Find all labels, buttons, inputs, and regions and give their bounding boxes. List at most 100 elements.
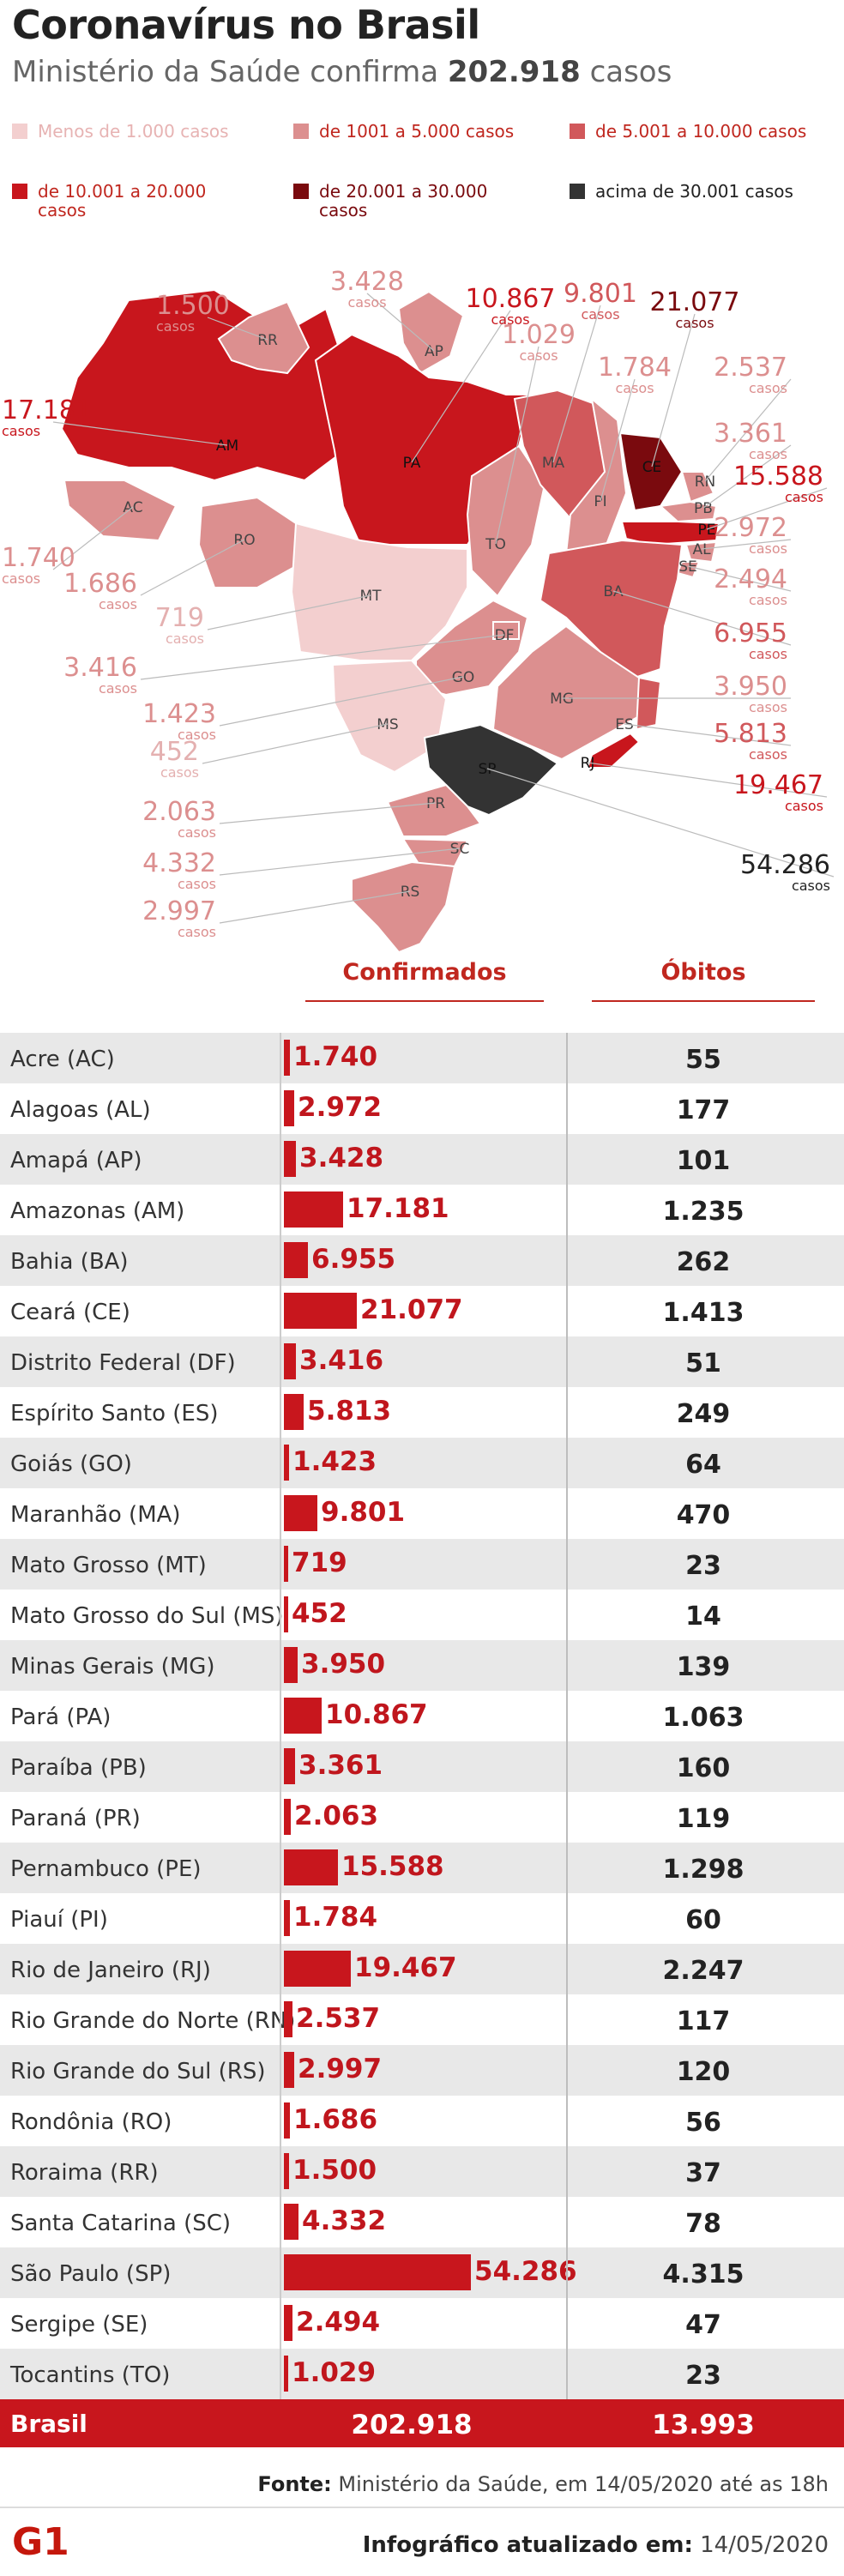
- callout-value-ma: 9.801: [564, 279, 637, 309]
- table-row: Amapá (AP) 3.428 101: [0, 1134, 844, 1185]
- confirmed-value: 3.416: [299, 1345, 384, 1376]
- confirmed-bar: [284, 2001, 292, 2037]
- state-abbr-pr: PR: [426, 795, 445, 812]
- callout-leader: [140, 634, 505, 680]
- state-abbr-pa: PA: [403, 455, 421, 472]
- confirmed-value: 4.332: [302, 2205, 387, 2236]
- callout-unit: casos: [519, 347, 558, 364]
- state-shape-ba: [539, 539, 684, 679]
- deaths-value: 177: [676, 1095, 731, 1125]
- table-row: São Paulo (SP) 54.286 4.315: [0, 2247, 844, 2298]
- callout-unit: casos: [491, 311, 529, 328]
- confirmed-value: 19.467: [354, 1952, 457, 1983]
- table-row: Pará (PA) 10.867 1.063: [0, 1691, 844, 1741]
- callout-value-se: 2.494: [714, 564, 787, 594]
- deaths-value: 14: [685, 1602, 721, 1632]
- callout-value-ba: 6.955: [714, 618, 787, 649]
- callout-leader: [495, 346, 540, 545]
- callout-unit: casos: [749, 540, 787, 557]
- deaths-value: 56: [685, 2108, 721, 2138]
- confirmed-bar: [284, 1040, 290, 1076]
- callout-unit: casos: [581, 306, 619, 323]
- callout-leader: [706, 487, 828, 530]
- state-abbr-ba: BA: [603, 583, 624, 600]
- callout-unit: casos: [749, 646, 787, 662]
- table-row: Tocantins (TO) 1.029 23: [0, 2349, 844, 2399]
- callout-leader: [52, 506, 134, 570]
- confirmed-bar: [284, 2102, 290, 2139]
- row-state-name: Amapá (AP): [10, 1148, 142, 1173]
- row-state-name: Maranhão (MA): [10, 1502, 181, 1528]
- callout-leader: [140, 539, 245, 596]
- g1-logo: G1: [12, 2520, 69, 2564]
- state-abbr-mg: MG: [550, 691, 574, 708]
- table-row: Rio de Janeiro (RJ) 19.467 2.247: [0, 1944, 844, 1994]
- callout-leader: [366, 293, 435, 352]
- row-state-name: Mato Grosso (MT): [10, 1553, 207, 1578]
- confirmed-bar: [284, 1191, 343, 1228]
- col-header-confirmed-line: [305, 1000, 544, 1002]
- callout-unit: casos: [749, 380, 787, 396]
- callout-value-sc: 4.332: [142, 848, 216, 878]
- deaths-value: 60: [685, 1905, 721, 1935]
- table-row: Maranhão (MA) 9.801 470: [0, 1488, 844, 1539]
- deaths-value: 2.247: [662, 1956, 745, 1986]
- deaths-value: 4.315: [662, 2259, 745, 2289]
- row-state-name: Espírito Santo (ES): [10, 1401, 219, 1427]
- table-row: Minas Gerais (MG) 3.950 139: [0, 1640, 844, 1691]
- callout-leader: [219, 676, 464, 727]
- brazil-map: AMRRAPPAACROMTTOMAPICERNPBPEALSEBAGODFMS…: [2, 267, 835, 954]
- callout-leader: [587, 762, 828, 798]
- confirmed-bar: [284, 1343, 296, 1379]
- confirmed-bar: [284, 1748, 295, 1784]
- confirmed-value: 3.428: [299, 1143, 384, 1173]
- state-shape-rs: [351, 860, 456, 954]
- col-header-deaths: Óbitos: [660, 959, 746, 986]
- deaths-value: 1.063: [662, 1703, 745, 1733]
- callout-leader: [219, 848, 461, 876]
- callout-unit: casos: [749, 446, 787, 462]
- callout-unit: casos: [156, 318, 195, 335]
- col-header-confirmed: Confirmados: [342, 959, 507, 986]
- callout-value-rr: 1.500: [156, 291, 230, 321]
- state-shape-to: [466, 444, 546, 598]
- row-state-name: Rio Grande do Norte (RN): [10, 2008, 296, 2034]
- state-abbr-sp: SP: [478, 761, 496, 778]
- table-row: Pernambuco (PE) 15.588 1.298: [0, 1843, 844, 1893]
- callout-leader: [701, 539, 792, 550]
- callout-leader: [52, 421, 228, 446]
- callout-leader: [600, 378, 636, 502]
- row-state-name: Rio Grande do Sul (RS): [10, 2059, 266, 2084]
- table-row: Paraná (PR) 2.063 119: [0, 1792, 844, 1843]
- state-abbr-se: SE: [678, 558, 697, 576]
- callout-unit: casos: [99, 596, 137, 612]
- callout-value-ap: 3.428: [330, 267, 404, 297]
- confirmed-bar: [284, 1293, 357, 1329]
- legend-swatch: [12, 124, 27, 139]
- row-state-name: Pará (PA): [10, 1704, 112, 1730]
- deaths-value: 37: [685, 2158, 721, 2188]
- callout-leader: [486, 768, 835, 878]
- callout-leader: [612, 590, 792, 646]
- total-confirmed: 202.918: [351, 2410, 473, 2440]
- deaths-value: 1.235: [662, 1197, 745, 1227]
- callout-unit: casos: [178, 876, 216, 892]
- column-divider-left: [280, 1033, 281, 2399]
- callout-value-sp: 54.286: [740, 850, 830, 880]
- callout-value-pr: 2.063: [142, 797, 216, 827]
- callout-value-rn: 2.537: [714, 353, 787, 383]
- state-abbr-go: GO: [452, 669, 475, 686]
- callout-value-pi: 1.784: [598, 353, 672, 383]
- confirmed-bar: [284, 1799, 291, 1835]
- confirmed-bar: [284, 2052, 294, 2088]
- total-label: Brasil: [10, 2410, 87, 2438]
- confirmed-value: 1.686: [293, 2104, 378, 2135]
- callout-leader: [552, 305, 601, 463]
- callout-value-rj: 19.467: [733, 770, 823, 800]
- deaths-value: 139: [676, 1652, 731, 1682]
- callout-unit: casos: [166, 630, 204, 647]
